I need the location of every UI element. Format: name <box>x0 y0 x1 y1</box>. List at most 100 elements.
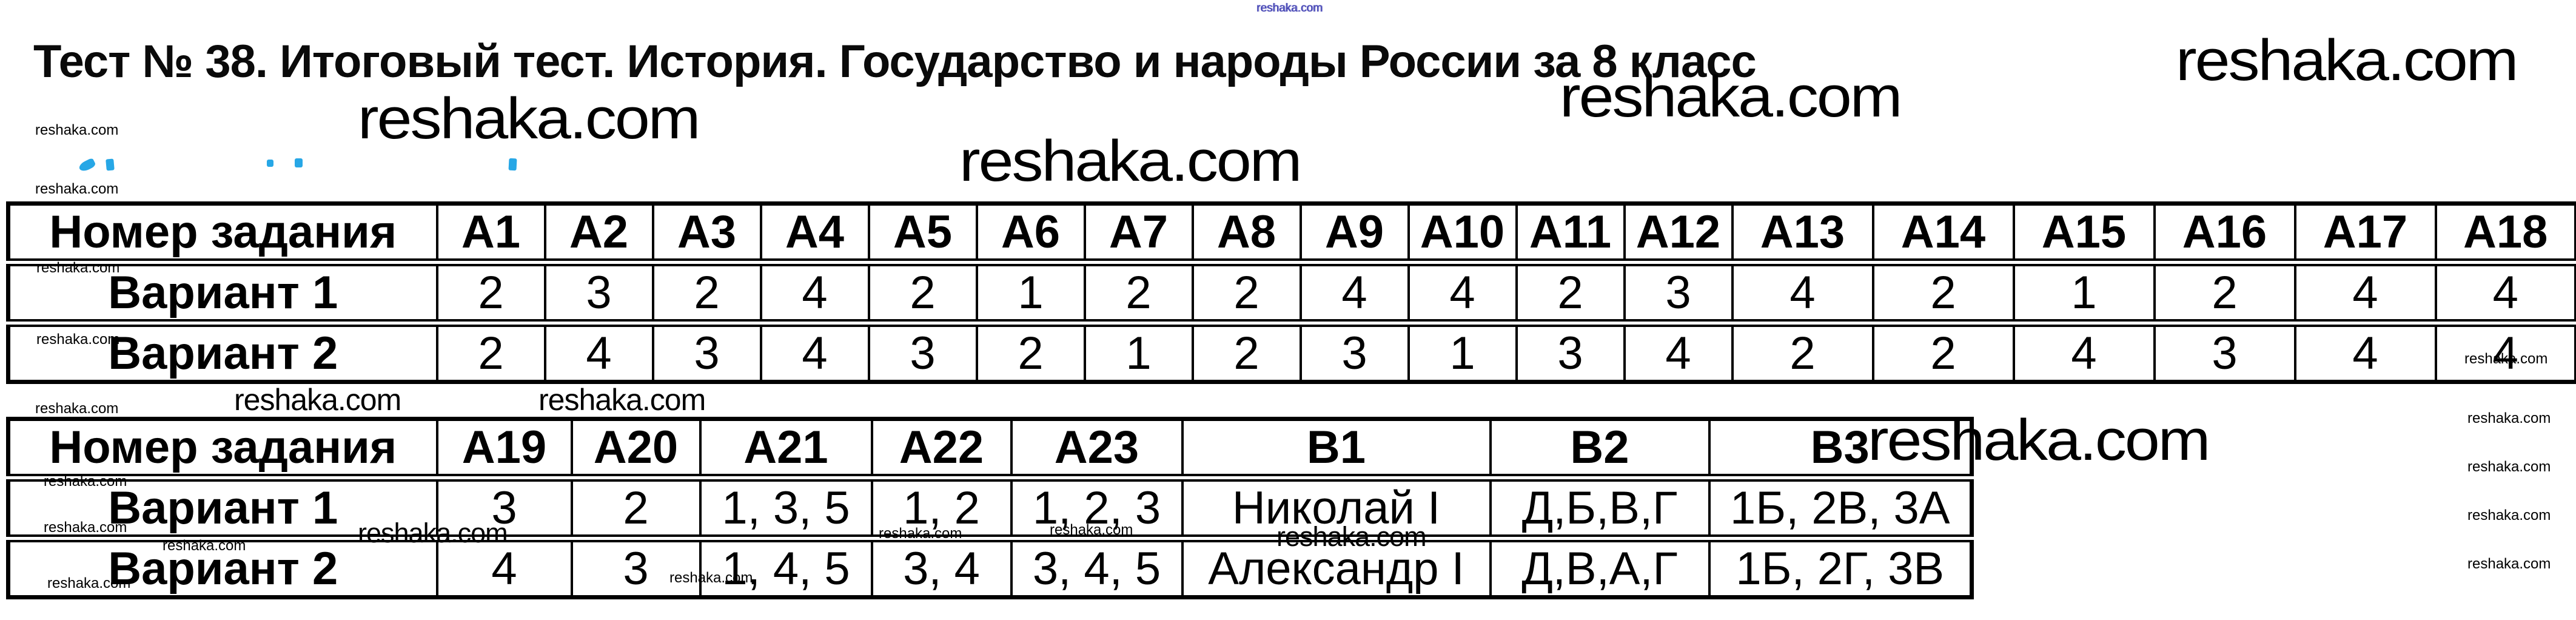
answer-cell: 2 <box>435 322 546 383</box>
answer-cell: 4 <box>2012 322 2156 383</box>
answer-cell: 2 <box>867 261 978 327</box>
variant-label: Вариант 1 <box>7 476 438 542</box>
column-header: А9 <box>1299 202 1410 266</box>
table-header-row: Номер задания А19 А20 А21 А22 А23 В1 В2 … <box>7 417 1973 482</box>
watermark: reshaka.com <box>163 537 246 554</box>
answer-cell: 1Б, 2В, 3А <box>1708 476 1973 542</box>
answer-cell: 3 <box>2153 322 2296 383</box>
watermark-top-blue: reshaka.com <box>1256 2 1323 15</box>
answers-table-a19-b3: Номер задания А19 А20 А21 А22 А23 В1 В2 … <box>6 417 1974 599</box>
answer-cell: 4 <box>2434 322 2576 383</box>
column-header: А1 <box>435 202 546 266</box>
answer-cell: 2 <box>1515 261 1626 327</box>
answer-cell: 4 <box>1623 322 1734 383</box>
watermark: reshaka.com <box>2464 351 2548 367</box>
column-header: А14 <box>1871 202 2015 266</box>
answer-cell: 3, 4 <box>870 537 1013 599</box>
watermark: reshaka.com <box>234 383 401 417</box>
column-header: А18 <box>2434 202 2576 266</box>
column-header: А12 <box>1623 202 1734 266</box>
answer-cell: 2 <box>435 261 546 327</box>
column-header: А21 <box>699 417 873 482</box>
column-header: А10 <box>1407 202 1518 266</box>
answer-cell: 1, 4, 5 <box>699 537 873 599</box>
watermark: reshaka.com <box>36 260 120 276</box>
variant-label: Вариант 2 <box>7 322 438 383</box>
answer-cell: 4 <box>759 322 870 383</box>
ink-mark <box>78 157 96 174</box>
answer-cell: 1, 2 <box>870 476 1013 542</box>
column-header: В2 <box>1489 417 1711 482</box>
table-row: Вариант 2 2 4 3 4 3 2 1 2 3 1 3 4 2 2 4 … <box>7 322 2576 383</box>
watermark: reshaka.com <box>358 86 700 152</box>
ink-mark <box>295 158 303 167</box>
answer-cell: 1 <box>1407 322 1518 383</box>
watermark: reshaka.com <box>2467 459 2551 475</box>
answer-cell: 2 <box>651 261 762 327</box>
watermark: reshaka.com <box>2467 410 2551 426</box>
answer-cell: 3 <box>1515 322 1626 383</box>
table-corner-label: Номер задания <box>7 202 438 266</box>
answer-cell: 2 <box>1871 261 2015 327</box>
answer-cell: 3 <box>1623 261 1734 327</box>
variant-label: Вариант 2 <box>7 537 438 599</box>
column-header: А2 <box>543 202 654 266</box>
answer-cell: 1 <box>1083 322 1194 383</box>
answer-cell: 4 <box>543 322 654 383</box>
table-corner-label: Номер задания <box>7 417 438 482</box>
watermark: reshaka.com <box>959 129 1302 194</box>
watermark: reshaka.com <box>2467 507 2551 524</box>
watermark: reshaka.com <box>2176 28 2518 93</box>
answer-cell: 1 <box>975 261 1086 327</box>
column-header: А8 <box>1191 202 1302 266</box>
column-header: А20 <box>570 417 702 482</box>
watermark: reshaka.com <box>1050 522 1133 538</box>
answer-cell: 4 <box>2434 261 2576 327</box>
answer-cell: 2 <box>1731 322 1874 383</box>
watermark: reshaka.com <box>669 570 753 586</box>
answer-cell: 2 <box>975 322 1086 383</box>
answers-table-a1-a18: Номер задания А1 А2 А3 А4 А5 А6 А7 А8 А9… <box>6 201 2576 384</box>
page-title: Тест № 38. Итоговый тест. История. Госуд… <box>33 36 1757 87</box>
column-header: А3 <box>651 202 762 266</box>
watermark: reshaka.com <box>538 383 706 417</box>
column-header: А17 <box>2293 202 2437 266</box>
answer-cell: 2 <box>1191 261 1302 327</box>
answer-cell: 3, 4, 5 <box>1010 537 1184 599</box>
answer-cell: 1, 2, 3 <box>1010 476 1184 542</box>
ink-mark <box>106 158 115 171</box>
watermark: reshaka.com <box>35 181 119 197</box>
watermark: reshaka.com <box>1276 521 1427 552</box>
table-row: Вариант 1 2 3 2 4 2 1 2 2 4 4 2 3 4 2 1 … <box>7 261 2576 327</box>
answer-cell: 4 <box>1407 261 1518 327</box>
answer-cell: 3 <box>543 261 654 327</box>
answer-cell: 2 <box>1083 261 1194 327</box>
answer-cell: 2 <box>2153 261 2296 327</box>
column-header: А4 <box>759 202 870 266</box>
answer-cell: Д,В,А,Г <box>1489 537 1711 599</box>
column-header: А11 <box>1515 202 1626 266</box>
answer-cell: 4 <box>2293 322 2437 383</box>
answer-cell: Д,Б,В,Г <box>1489 476 1711 542</box>
column-header: А19 <box>435 417 573 482</box>
watermark: reshaka.com <box>1868 408 2210 473</box>
ink-mark <box>267 160 273 167</box>
watermark: reshaka.com <box>1560 64 1902 130</box>
answer-cell: Николай I <box>1181 476 1492 542</box>
watermark: reshaka.com <box>44 519 127 536</box>
column-header: А6 <box>975 202 1086 266</box>
answer-cell: 1 <box>2012 261 2156 327</box>
answer-cell: 4 <box>2293 261 2437 327</box>
answer-cell: 4 <box>1731 261 1874 327</box>
table-header-row: Номер задания А1 А2 А3 А4 А5 А6 А7 А8 А9… <box>7 202 2576 266</box>
answer-cell: 2 <box>1871 322 2015 383</box>
column-header: В3 <box>1708 417 1973 482</box>
watermark: reshaka.com <box>36 331 120 348</box>
watermark: reshaka.com <box>879 525 962 542</box>
answer-cell: 2 <box>570 476 702 542</box>
answer-cell: 1Б, 2Г, 3В <box>1708 537 1973 599</box>
answer-cell: 4 <box>1299 261 1410 327</box>
column-header: А13 <box>1731 202 1874 266</box>
column-header: А23 <box>1010 417 1184 482</box>
